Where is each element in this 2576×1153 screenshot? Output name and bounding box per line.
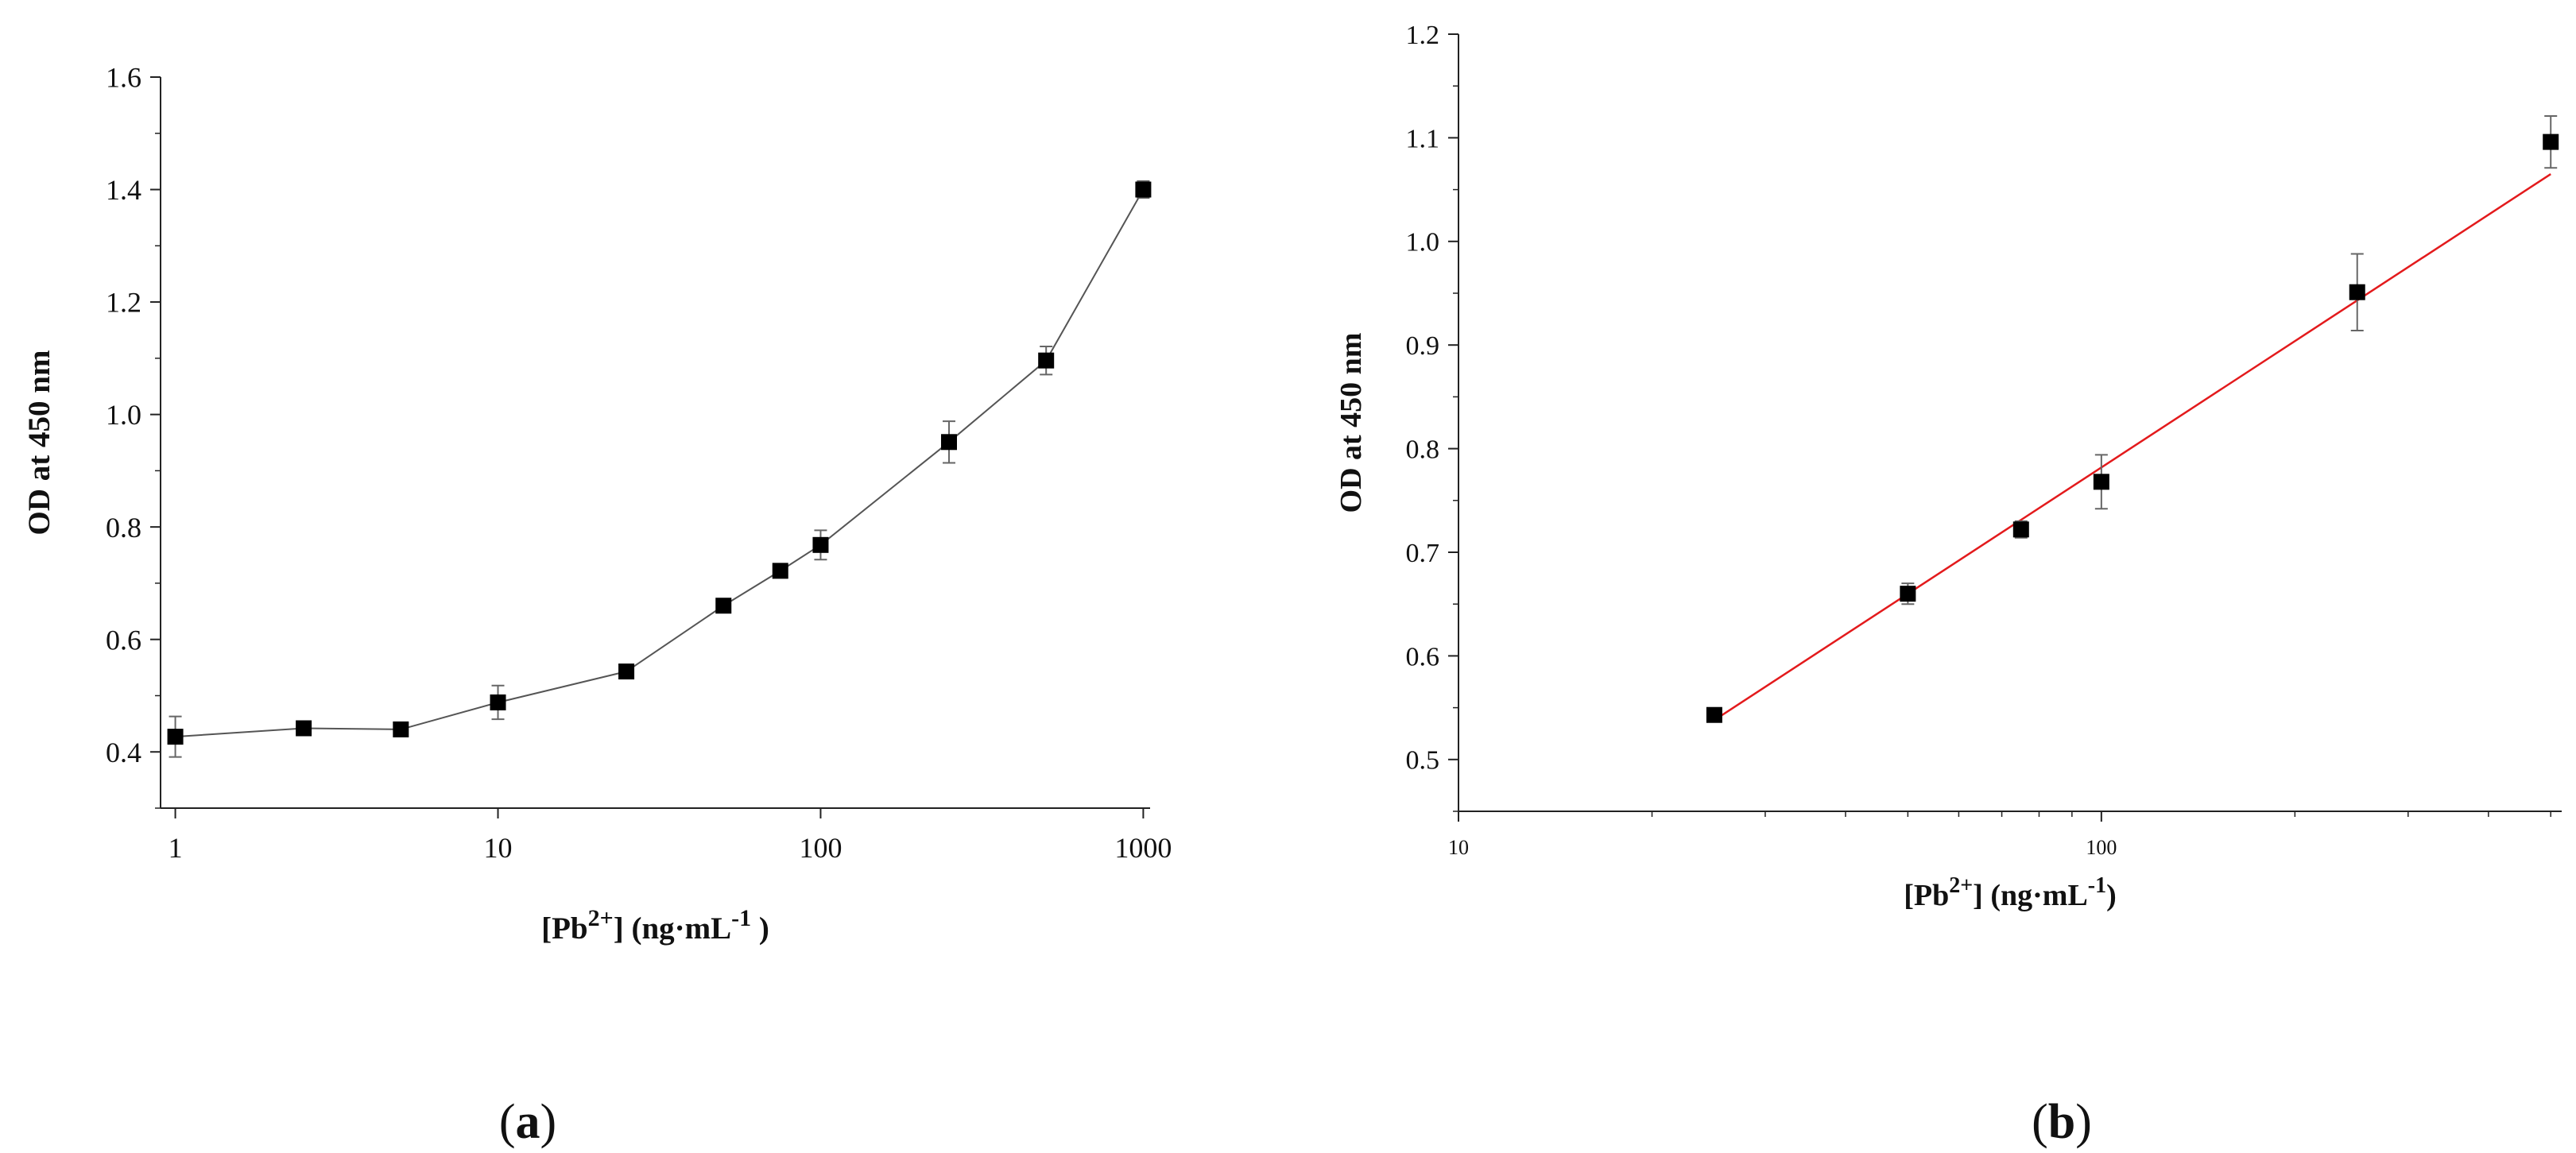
y-axis-title: OD at 450 nm (1334, 333, 1368, 513)
y-tick-label: 1.0 (1406, 228, 1440, 257)
data-point (2349, 284, 2365, 300)
x-axis-title-superscript: -1 (2088, 873, 2106, 898)
y-axis-title: OD at 450 nm (22, 350, 56, 536)
y-tick-label: 1.6 (106, 62, 141, 94)
y-tick-label: 0.8 (1406, 435, 1440, 465)
x-axis-title-part: ] (ng·mL (614, 911, 731, 946)
data-point (167, 729, 184, 745)
data-point (2543, 133, 2559, 150)
x-tick-label: 100 (799, 832, 842, 864)
x-axis-title-part: [Pb (1904, 879, 1949, 912)
y-tick-label: 1.1 (1406, 124, 1440, 153)
data-point (1135, 181, 1152, 198)
x-axis-title-part: [Pb (541, 911, 588, 946)
x-axis-title-superscript: -1 (731, 905, 751, 931)
y-tick-label: 1.0 (106, 399, 141, 431)
x-axis-title-superscript: 2+ (1949, 873, 1973, 898)
panel-label-paren: ) (540, 1095, 557, 1149)
x-tick-label: 100 (2086, 836, 2117, 859)
x-tick-label: 1 (169, 832, 183, 864)
data-point (940, 434, 957, 451)
x-axis-title: [Pb2+] (ng·mL-1) (1904, 873, 2117, 912)
x-axis-title-superscript: 2+ (588, 905, 614, 931)
data-point (2012, 521, 2029, 538)
y-tick-label: 0.6 (1406, 642, 1440, 671)
y-tick-label: 1.2 (1406, 21, 1440, 50)
data-point (1900, 586, 1916, 602)
y-tick-label: 0.8 (106, 512, 141, 544)
y-tick-label: 0.9 (1406, 331, 1440, 361)
data-point (618, 664, 635, 680)
panel-a-chart: 0.4 0.6 0.8 1.0 1.2 1.4 1.6 1 10 100 1000 OD at 450… (22, 62, 1172, 1149)
panel-label-letter: a (516, 1095, 540, 1149)
series-line (175, 189, 1145, 738)
panel-label-paren: ( (499, 1095, 516, 1149)
data-point (2093, 474, 2109, 490)
y-tick-label: 1.2 (106, 287, 141, 319)
data-point (1038, 352, 1055, 369)
linear-fit-line (1714, 172, 2551, 722)
data-point (1706, 706, 1722, 723)
x-axis-title: [Pb2+] (ng·mL-1 ) (541, 905, 769, 946)
x-axis-title-part: ) (2106, 879, 2117, 912)
panel-b-chart: 0.5 0.6 0.7 0.8 0.9 1.0 1.1 1.2 10 100 OD at 450 n… (1334, 21, 2562, 1149)
panel-label-paren: ) (2075, 1095, 2092, 1149)
panel-label: (b) (2032, 1095, 2092, 1149)
panel-label-paren: ( (2032, 1095, 2048, 1149)
data-point (393, 721, 409, 737)
data-point (490, 694, 506, 710)
panel-label-letter: b (2048, 1095, 2075, 1149)
data-point (296, 720, 312, 737)
data-point (772, 563, 788, 579)
y-tick-label: 1.4 (106, 174, 141, 206)
panel-label: (a) (499, 1095, 556, 1149)
data-point (812, 536, 829, 553)
x-axis-title-part: ] (ng·mL (1973, 879, 2088, 912)
x-tick-label: 10 (484, 832, 513, 864)
data-point (715, 598, 732, 614)
x-tick-label: 10 (1448, 836, 1469, 859)
y-tick-label: 0.6 (106, 624, 141, 656)
y-tick-label: 0.7 (1406, 539, 1440, 568)
x-tick-label: 1000 (1114, 832, 1172, 864)
y-tick-label: 0.5 (1406, 746, 1440, 776)
x-axis-title-part: ) (751, 911, 769, 946)
y-tick-label: 0.4 (106, 737, 141, 768)
